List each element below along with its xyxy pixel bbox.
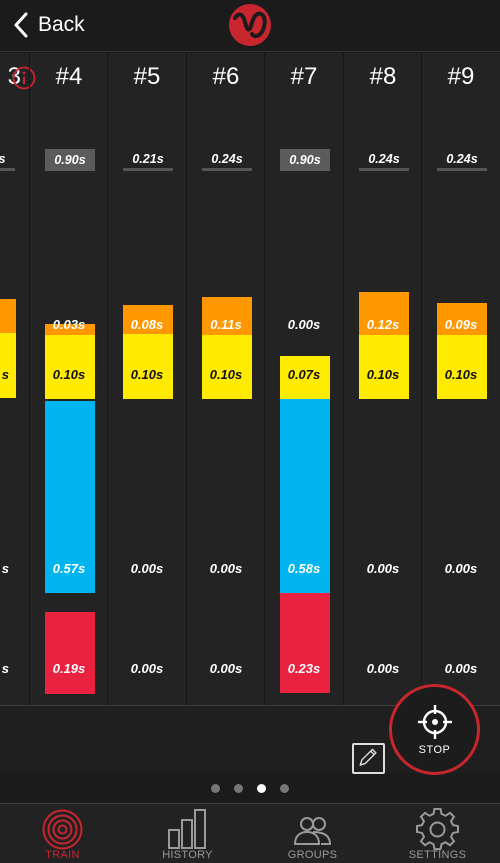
blue-segment xyxy=(45,401,95,593)
yellow-time-label: 0.10s xyxy=(366,367,400,382)
yellow-time-label: s xyxy=(1,367,9,382)
tab-bar: TRAIN HISTORY GROUPS SETTINGS xyxy=(0,803,500,863)
yellow-segment xyxy=(437,335,487,399)
orange-time-label: 0.03s xyxy=(52,317,86,332)
shot-title: #5 xyxy=(133,63,161,90)
orange-time-label: 0.08s xyxy=(130,317,164,332)
blue-time-label: 0.57s xyxy=(52,561,86,576)
tab-label: GROUPS xyxy=(287,849,338,861)
edit-button[interactable] xyxy=(352,743,385,774)
shot-column: 3ssss xyxy=(0,53,36,705)
red-time-label: 0.00s xyxy=(366,661,400,676)
back-label: Back xyxy=(38,13,85,36)
blue-time-label: 0.00s xyxy=(366,561,400,576)
yellow-segment xyxy=(123,334,173,399)
tab-groups[interactable]: GROUPS xyxy=(250,804,375,863)
shot-column: #4 0.90s 0.03s 0.10s 0.57s 0.19s xyxy=(29,53,108,705)
chevron-left-icon xyxy=(14,12,28,38)
stop-label: STOP xyxy=(418,743,451,756)
tab-label: TRAIN xyxy=(45,849,80,861)
tab-label: HISTORY xyxy=(162,849,213,861)
blue-time-label: s xyxy=(1,561,9,576)
reaction-time: s xyxy=(0,149,15,171)
orange-segment xyxy=(0,299,16,333)
yellow-time-label: 0.07s xyxy=(287,367,321,382)
people-icon xyxy=(293,817,332,845)
shot-column: #7 0.90s 0.00s 0.07s 0.58s 0.23s xyxy=(264,53,343,705)
blue-time-label: 0.00s xyxy=(130,561,164,576)
reaction-time: 0.24s xyxy=(202,149,252,171)
shot-title: #4 xyxy=(55,63,83,90)
page-dot[interactable] xyxy=(280,784,289,793)
page-dot[interactable] xyxy=(257,784,266,793)
orange-time-label: 0.11s xyxy=(210,317,242,332)
tab-settings[interactable]: SETTINGS xyxy=(375,804,500,863)
orange-time-label: 0.09s xyxy=(444,317,478,332)
yellow-segment xyxy=(0,333,16,398)
red-segment xyxy=(280,593,330,693)
blue-time-label: 0.00s xyxy=(444,561,478,576)
orange-time-label: 0.12s xyxy=(366,317,400,332)
red-segment xyxy=(45,612,95,694)
reaction-time: 0.21s xyxy=(123,149,173,171)
yellow-time-label: 0.10s xyxy=(52,367,86,382)
red-time-label: 0.00s xyxy=(444,661,478,676)
page-dot[interactable] xyxy=(211,784,220,793)
app-logo xyxy=(229,4,271,46)
shot-column: #9 0.24s 0.09s 0.10s 0.00s 0.00s xyxy=(421,53,500,705)
blue-time-label: 0.00s xyxy=(209,561,243,576)
shot-title: #7 xyxy=(290,63,318,90)
shot-title: #9 xyxy=(447,63,475,90)
tab-history[interactable]: HISTORY xyxy=(125,804,250,863)
bar-chart-icon xyxy=(168,809,206,849)
yellow-segment xyxy=(45,335,95,399)
pencil-icon xyxy=(359,748,377,766)
yellow-time-label: 0.10s xyxy=(130,367,164,382)
yellow-time-label: 0.10s xyxy=(444,367,478,382)
shot-title: #6 xyxy=(212,63,240,90)
red-time-label: 0.23s xyxy=(287,661,321,676)
shot-column: #8 0.24s 0.12s 0.10s 0.00s 0.00s xyxy=(343,53,422,705)
shot-column: #6 0.24s 0.11s 0.10s 0.00s 0.00s xyxy=(186,53,265,705)
orange-segment xyxy=(359,292,409,335)
yellow-segment xyxy=(280,356,330,399)
orange-time-label: 0.00s xyxy=(287,317,321,332)
page-dot[interactable] xyxy=(234,784,243,793)
reaction-time: 0.90s xyxy=(280,149,330,171)
red-time-label: 0.00s xyxy=(209,661,243,676)
reaction-time: 0.90s xyxy=(45,149,95,171)
tab-train[interactable]: TRAIN xyxy=(0,804,125,863)
reaction-time: 0.24s xyxy=(359,149,409,171)
reaction-board: 3ssss#40.90s0.03s0.10s0.57s0.19s#50.21s0… xyxy=(0,53,500,705)
yellow-segment xyxy=(202,335,252,399)
reaction-time: 0.24s xyxy=(437,149,487,171)
red-time-label: 0.19s xyxy=(52,661,86,676)
yellow-segment xyxy=(359,335,409,399)
target-icon xyxy=(42,809,83,850)
tab-label: SETTINGS xyxy=(408,849,467,861)
shot-column: #5 0.21s 0.08s 0.10s 0.00s 0.00s xyxy=(107,53,186,705)
back-button[interactable]: Back xyxy=(12,10,85,40)
blue-segment xyxy=(280,399,330,593)
orange-segment xyxy=(45,324,95,335)
orange-segment xyxy=(123,305,173,334)
red-time-label: s xyxy=(1,661,9,676)
yellow-time-label: 0.10s xyxy=(209,367,243,382)
top-bar: Back xyxy=(0,0,500,52)
shot-title: #8 xyxy=(369,63,397,90)
red-time-label: 0.00s xyxy=(130,661,164,676)
orange-segment xyxy=(202,297,252,335)
stop-button[interactable]: STOP xyxy=(389,684,480,775)
blue-time-label: 0.58s xyxy=(287,561,321,576)
orange-segment xyxy=(437,303,487,335)
crosshair-icon xyxy=(417,704,452,739)
gear-icon xyxy=(416,808,459,851)
page-indicator xyxy=(0,784,500,794)
info-icon[interactable] xyxy=(12,66,36,90)
